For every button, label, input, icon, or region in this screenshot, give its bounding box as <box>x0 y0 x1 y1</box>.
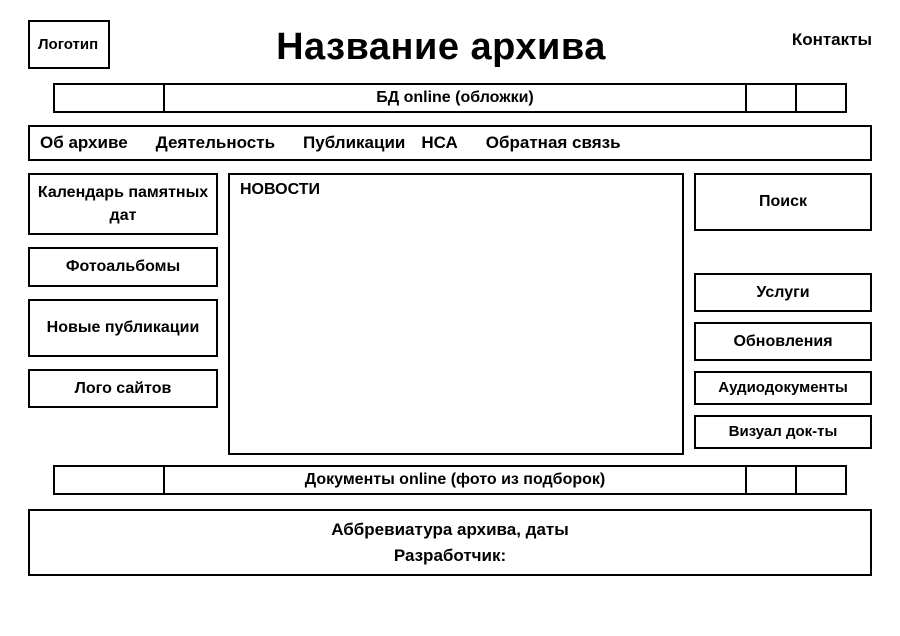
db-online-label[interactable]: БД online (обложки) <box>163 83 747 113</box>
main-nav: Об архиве Деятельность Публикации НСА Об… <box>28 125 872 161</box>
footer-abbrev: Аббревиатура архива, даты <box>30 517 870 543</box>
contacts-link[interactable]: Контакты <box>772 20 872 50</box>
footer-developer: Разработчик: <box>30 543 870 569</box>
photo-albums-box[interactable]: Фотоальбомы <box>28 247 218 286</box>
db-online-row: БД online (обложки) <box>28 83 872 113</box>
nav-feedback[interactable]: Обратная связь <box>486 133 621 153</box>
news-heading: НОВОСТИ <box>240 181 320 198</box>
db-left-cell <box>53 83 163 113</box>
docs-online-label[interactable]: Документы online (фото из подборок) <box>163 465 747 495</box>
new-publications-box[interactable]: Новые публикации <box>28 299 218 357</box>
db-right-cell-2 <box>797 83 847 113</box>
right-sidebar: Поиск Услуги Обновления Аудиодокументы В… <box>694 173 872 455</box>
nav-nsa[interactable]: НСА <box>421 133 457 153</box>
search-box[interactable]: Поиск <box>694 173 872 231</box>
docs-right-cell-2 <box>797 465 847 495</box>
nav-about[interactable]: Об архиве <box>40 133 128 153</box>
site-logos-box[interactable]: Лого сайтов <box>28 369 218 408</box>
docs-online-row: Документы online (фото из подборок) <box>28 465 872 495</box>
nav-activity[interactable]: Деятельность <box>156 133 275 153</box>
archive-title: Название архива <box>110 20 772 69</box>
visual-docs-box[interactable]: Визуал док-ты <box>694 415 872 449</box>
calendar-box[interactable]: Календарь памятных дат <box>28 173 218 235</box>
footer: Аббревиатура архива, даты Разработчик: <box>28 509 872 576</box>
db-right-cell-1 <box>747 83 797 113</box>
updates-box[interactable]: Обновления <box>694 322 872 361</box>
docs-right-cell-1 <box>747 465 797 495</box>
docs-left-cell <box>53 465 163 495</box>
logo-box: Логотип <box>28 20 110 69</box>
audio-docs-box[interactable]: Аудиодокументы <box>694 371 872 405</box>
left-sidebar: Календарь памятных дат Фотоальбомы Новые… <box>28 173 218 455</box>
nav-publications[interactable]: Публикации <box>303 133 405 153</box>
services-box[interactable]: Услуги <box>694 273 872 312</box>
news-panel: НОВОСТИ <box>228 173 684 455</box>
spacer <box>694 241 872 263</box>
